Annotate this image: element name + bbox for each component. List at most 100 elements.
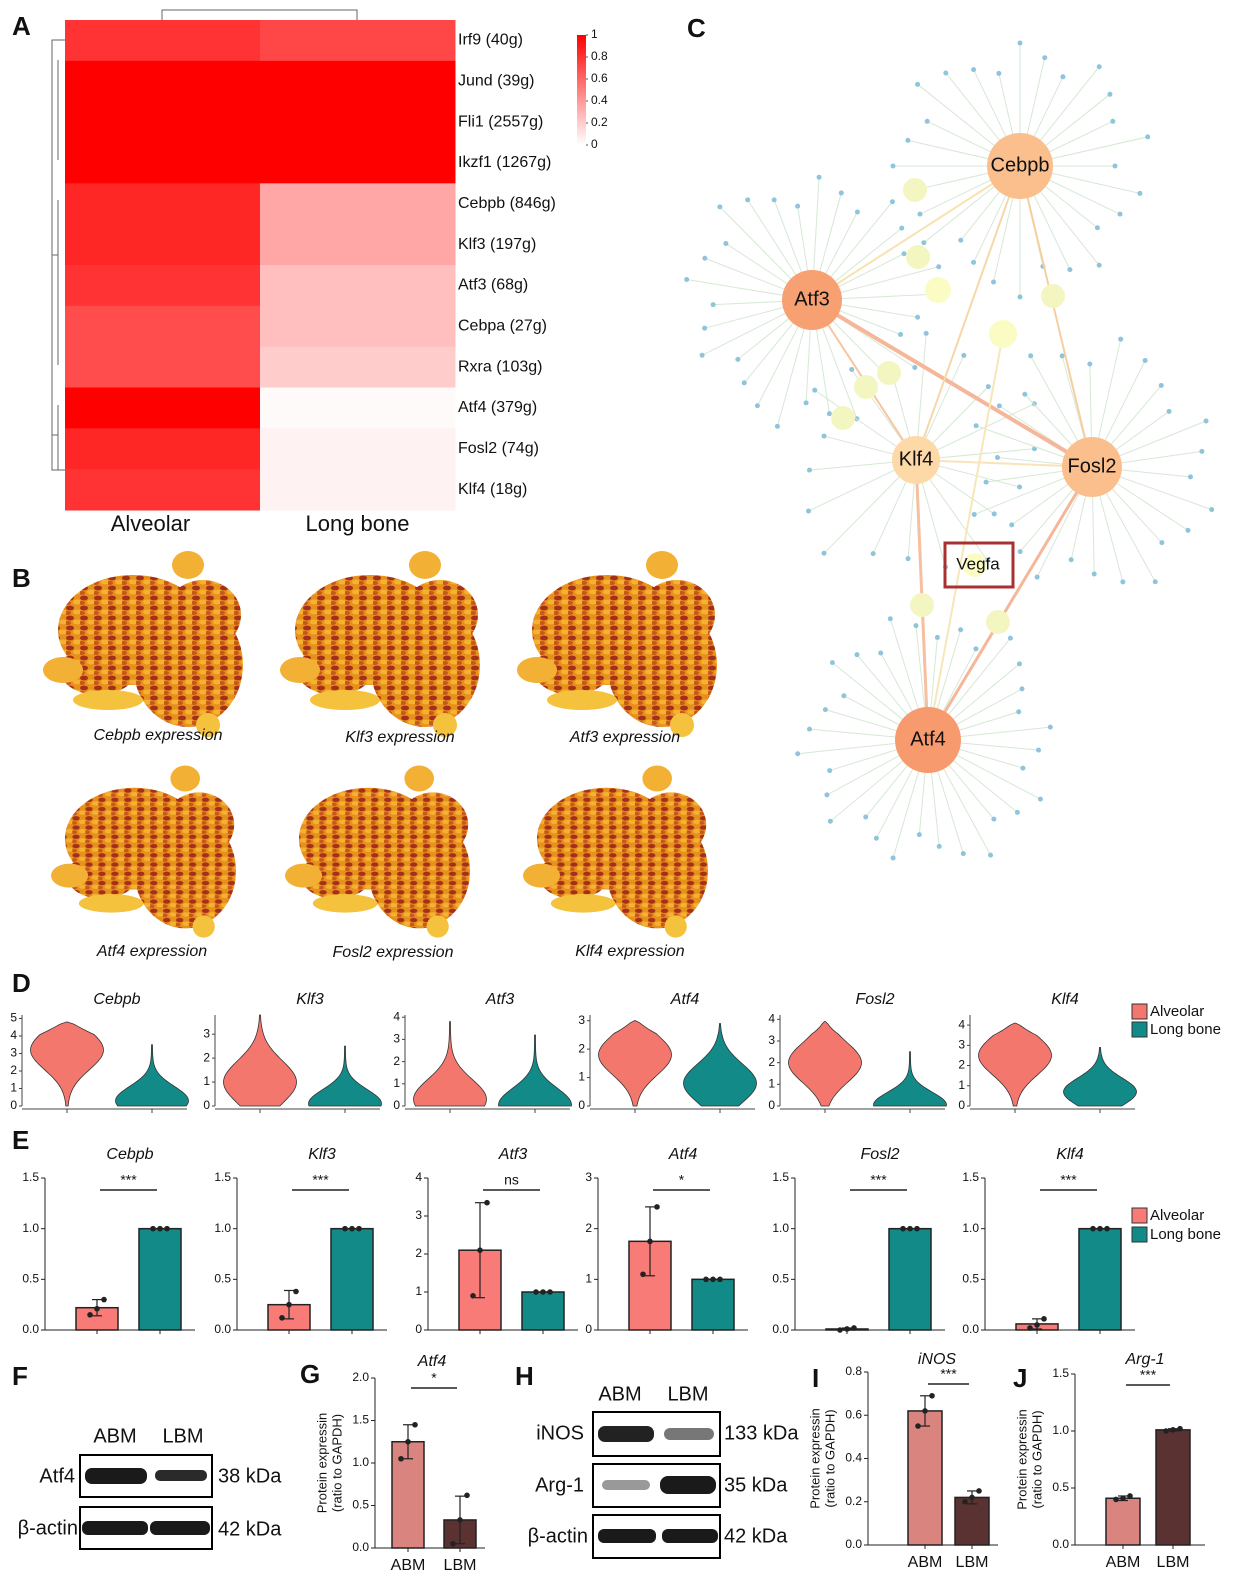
heatmap-cell <box>260 469 456 510</box>
network-leaf <box>958 238 963 243</box>
network-leaf <box>702 326 707 331</box>
dendrogram-branch <box>52 40 65 470</box>
y-axis-label: (ratio to GAPDH) <box>822 1409 837 1507</box>
heatmap-cell <box>65 388 261 429</box>
network-leaf <box>915 82 920 87</box>
y-tick-label: 0 <box>10 1098 17 1112</box>
x-tick-label: ABM <box>908 1554 943 1571</box>
violin-title: Klf3 <box>296 991 324 1008</box>
network-leaf <box>891 164 896 169</box>
network-leaf <box>775 424 780 429</box>
y-tick-label: 0 <box>203 1098 210 1112</box>
network-leaf <box>1015 810 1020 815</box>
row-label: Ikzf1 (1267g) <box>458 154 551 171</box>
network-leaf <box>795 751 800 756</box>
blot-band <box>150 1521 210 1535</box>
data-point <box>342 1226 348 1232</box>
protein-label: Atf4 <box>39 1465 75 1487</box>
y-tick-label: 0.6 <box>845 1407 862 1421</box>
network-leaf <box>1143 358 1148 363</box>
network-leaf <box>871 551 876 556</box>
network-leaf <box>863 814 868 819</box>
network-leaf <box>1016 709 1021 714</box>
network-leaf <box>1097 263 1102 268</box>
network-leaf <box>924 331 929 336</box>
western-blot-f: ABM LBM Atf4 β-actin 38 kDa 42 kDa <box>18 1425 283 1549</box>
network-gene-node <box>906 245 930 269</box>
network-leaf <box>995 455 1000 460</box>
tsne-plot <box>43 551 243 737</box>
data-point <box>101 1297 107 1303</box>
colorbar-tick-label: 0.2 <box>591 115 608 129</box>
network-leaf <box>807 727 812 732</box>
data-point <box>1090 1226 1096 1232</box>
y-tick-label: 5 <box>10 1011 17 1025</box>
network-leaf <box>1137 191 1142 196</box>
network-node-label: Vegfa <box>956 554 1000 573</box>
y-tick-label: 4 <box>768 1012 775 1026</box>
network-leaf <box>1042 55 1047 60</box>
heatmap-cell <box>260 265 456 306</box>
network-leaf <box>991 817 996 822</box>
row-label: Atf3 (68g) <box>458 277 528 294</box>
y-tick-label: 4 <box>958 1017 965 1031</box>
heatmap-cell <box>65 20 261 61</box>
network-leaf <box>827 768 832 773</box>
network-leaf <box>972 512 977 517</box>
chart-title: Cebpb <box>106 1146 153 1163</box>
network-leaf <box>891 855 896 860</box>
network-leaf <box>1199 449 1204 454</box>
violin <box>116 1045 189 1106</box>
data-point <box>703 1277 709 1283</box>
y-tick-label: 1.0 <box>214 1221 231 1235</box>
network-leaf <box>684 277 689 282</box>
legend-swatch <box>1132 1022 1147 1037</box>
tsne-plot <box>523 766 708 938</box>
network-leaf <box>1167 409 1172 414</box>
protein-label: iNOS <box>536 1422 584 1444</box>
colorbar-tick-label: 0.6 <box>591 71 608 85</box>
row-label: Rxra (103g) <box>458 358 542 375</box>
heatmap-cell <box>260 102 456 143</box>
legend-label: Alveolar <box>1150 1207 1204 1224</box>
data-point <box>94 1306 100 1312</box>
network-gene-node <box>989 320 1017 348</box>
data-point <box>1120 1495 1126 1501</box>
y-tick-label: 1.0 <box>22 1221 39 1235</box>
network-leaf <box>996 71 1001 76</box>
network-leaf <box>917 832 922 837</box>
network-leaf <box>988 853 993 858</box>
y-tick-label: 1.0 <box>962 1221 979 1235</box>
network-leaf <box>822 551 827 556</box>
panel-letter: I <box>812 1363 819 1393</box>
violin-title: Atf3 <box>485 991 515 1008</box>
heatmap-cell <box>65 143 261 184</box>
heatmap-cell <box>260 224 456 265</box>
y-tick-label: 0.0 <box>22 1322 39 1336</box>
network-leaf <box>855 210 860 215</box>
data-point <box>398 1456 404 1462</box>
bar <box>908 1411 942 1545</box>
data-point <box>922 1408 928 1414</box>
y-axis-label: Protein expressin <box>314 1413 329 1513</box>
network-edges <box>812 166 1092 740</box>
network-leaf <box>1118 212 1123 217</box>
y-tick-label: 1.0 <box>352 1455 369 1469</box>
violin <box>684 1024 757 1106</box>
violin <box>309 1046 382 1106</box>
network-leaf <box>1022 392 1027 397</box>
y-tick-label: 2 <box>393 1054 400 1068</box>
legend-swatch <box>1132 1004 1147 1019</box>
significance-label: * <box>431 1370 437 1386</box>
colorbar-tick-label: 1 <box>591 27 598 41</box>
x-tick-label: LBM <box>956 1554 989 1571</box>
western-blot-h: ABM LBM iNOS Arg-1 β-actin 133 kDa 35 kD… <box>528 1383 800 1558</box>
x-tick-label: ABM <box>1106 1554 1141 1571</box>
tsne-plot <box>285 766 470 938</box>
network-leaf <box>817 175 822 180</box>
chart-title: Fosl2 <box>860 1146 899 1163</box>
tsne-caption: Fosl2 expression <box>333 944 454 961</box>
data-point <box>962 1499 968 1505</box>
network-gene-node <box>831 406 855 430</box>
heatmap-cell <box>65 469 261 510</box>
